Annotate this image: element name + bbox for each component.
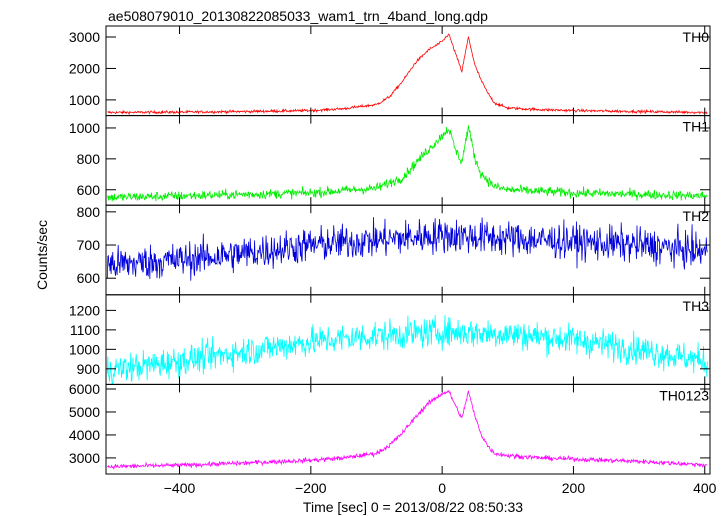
y-tick-label: 3000 (69, 29, 100, 45)
panel-frame (105, 383, 711, 475)
series-line-th3 (106, 315, 708, 385)
x-axis: −400 −200 0 200 400 (164, 480, 717, 496)
x-tick-label: 200 (562, 480, 586, 496)
y-tick-label: 900 (77, 361, 101, 377)
x-tick-label: 400 (693, 480, 717, 496)
y-tick-label: 700 (77, 237, 101, 253)
y-tick-label: 1000 (69, 120, 100, 136)
y-tick-label: 600 (77, 270, 101, 286)
panel-frame (105, 115, 711, 206)
y-axis-label: Counts/sec (34, 220, 50, 290)
series-line-th1 (107, 125, 708, 202)
y-tick-label: 1000 (69, 92, 100, 108)
panel-th2: 600 700 800 TH2 (77, 204, 711, 296)
y-tick-label: 4000 (69, 427, 100, 443)
y-tick-label: 1000 (69, 341, 100, 357)
y-tick-label: 5000 (69, 404, 100, 420)
y-tick-label: 2000 (69, 60, 100, 76)
y-tick-label: 600 (77, 182, 101, 198)
y-tick-label: 1100 (70, 322, 100, 338)
y-tick-label: 1200 (69, 302, 100, 318)
series-line-th2 (106, 217, 708, 281)
series-line-th0 (107, 33, 708, 116)
panel-label-th0123: TH0123 (659, 387, 709, 403)
panel-th1: 600 800 1000 TH1 (69, 115, 711, 206)
y-tick-label: 6000 (69, 381, 100, 397)
x-tick-label: 0 (438, 480, 446, 496)
y-tick-label: 3000 (69, 450, 100, 466)
panel-label-th0: TH0 (683, 29, 710, 45)
panel-label-th1: TH1 (683, 119, 710, 135)
panel-th0: 1000 2000 3000 TH0 (69, 25, 711, 117)
x-tick-label: −400 (164, 480, 196, 496)
panel-label-th3: TH3 (683, 298, 710, 314)
x-tick-label: −200 (295, 480, 327, 496)
panel-frame (105, 204, 711, 296)
y-tick-label: 800 (77, 151, 101, 167)
panel-frame (105, 25, 711, 117)
chart-title: ae508079010_20130822085033_wam1_trn_4ban… (108, 8, 488, 24)
panel-th3: 900 1000 1100 1200 TH3 (69, 294, 711, 385)
x-axis-label: Time [sec] 0 = 2013/08/22 08:50:33 (303, 499, 523, 515)
panel-label-th2: TH2 (683, 208, 710, 224)
y-tick-label: 800 (77, 204, 101, 220)
panels-group: 1000 2000 3000 TH0 600 800 1000 TH1 600 700 800 TH2… (69, 25, 711, 475)
panel-th0123: 3000 4000 5000 6000 TH0123 (69, 381, 711, 475)
series-line-th0123 (107, 390, 708, 470)
